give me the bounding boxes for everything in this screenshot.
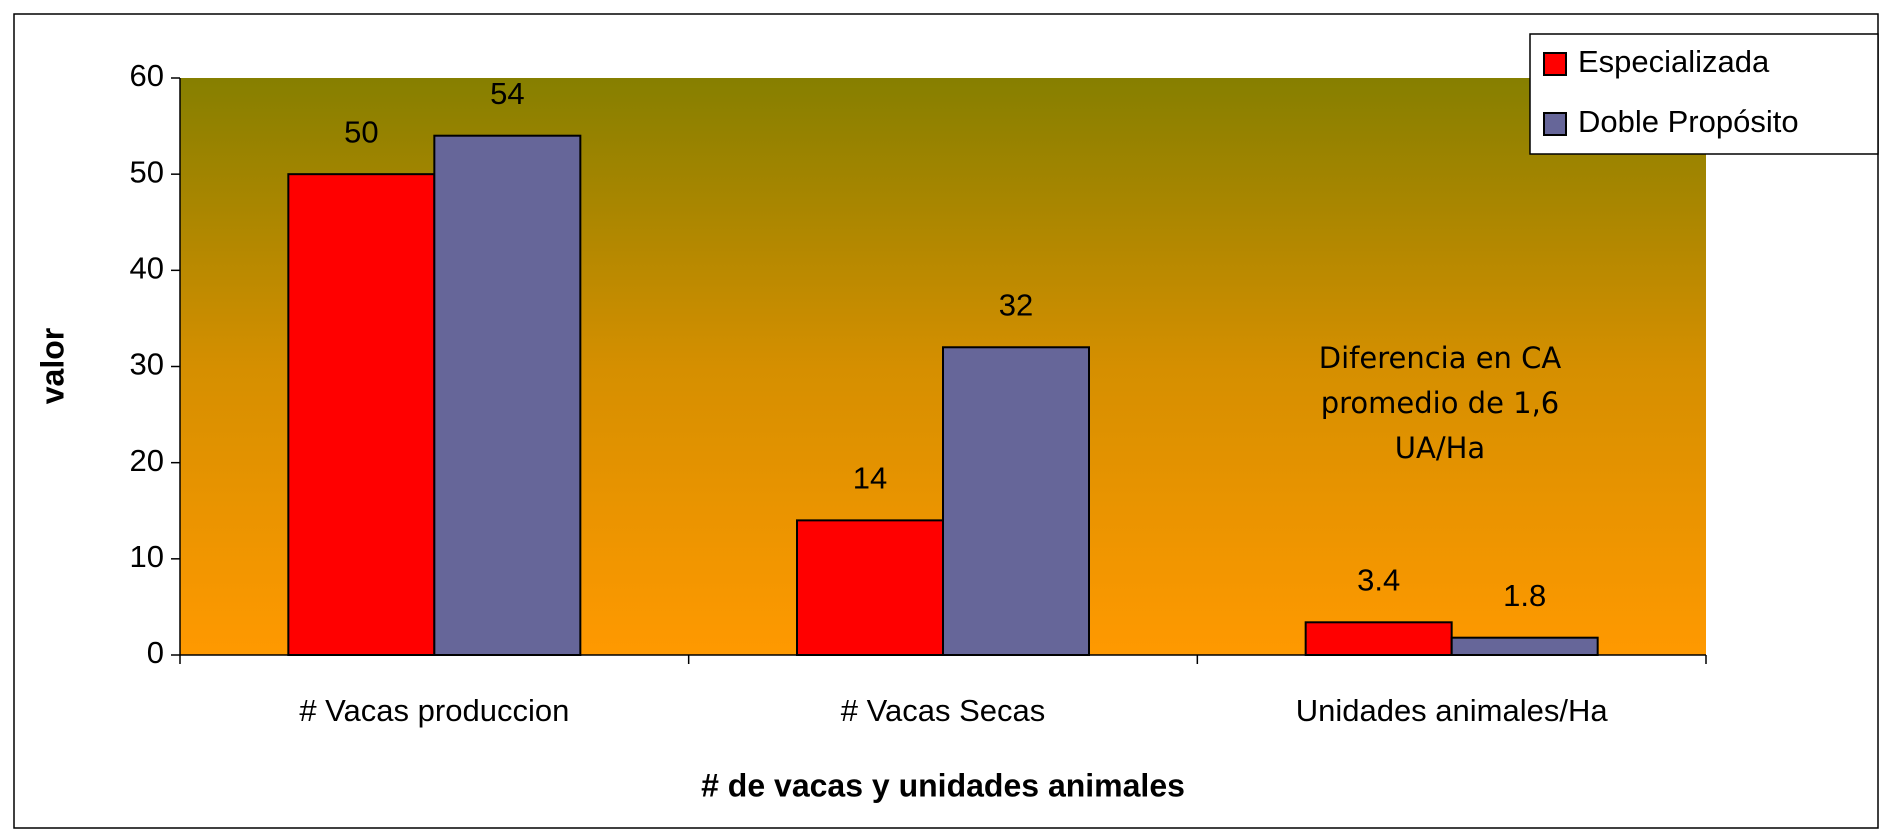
value-label: 50 [344,114,378,149]
y-tick-label: 20 [130,443,164,478]
y-axis-label: valor [34,328,70,404]
annotation: UA/Ha [1395,431,1485,465]
y-tick-label: 0 [147,635,164,670]
value-label: 54 [490,76,524,111]
value-label: 3.4 [1357,562,1400,597]
bar [1450,636,1599,657]
bar [796,519,944,656]
x-tick-label: # Vacas produccion [299,693,569,728]
legend-label: Doble Propósito [1578,104,1799,139]
bar [1304,621,1453,657]
legend-swatch [1543,52,1567,76]
y-tick-label: 10 [130,539,164,574]
y-tick-label: 60 [130,58,164,93]
x-tick-label: Unidades animales/Ha [1296,693,1609,728]
legend-box [1529,33,1879,155]
legend-swatch [1543,112,1567,136]
annotation: promedio de 1,6 [1321,386,1560,420]
legend-label: Especializada [1578,44,1770,79]
annotation: Diferencia en CA [1319,341,1562,375]
value-label: 1.8 [1503,578,1546,613]
bar [287,173,436,657]
bar [942,346,1090,656]
x-axis-label: # de vacas y unidades animales [701,767,1185,803]
y-tick-label: 40 [130,251,164,286]
value-label: 32 [999,287,1033,322]
y-tick-label: 50 [130,154,164,189]
y-tick-label: 30 [130,347,164,382]
bar [433,134,582,656]
x-tick-label: # Vacas Secas [841,693,1045,728]
value-label: 14 [853,461,887,496]
